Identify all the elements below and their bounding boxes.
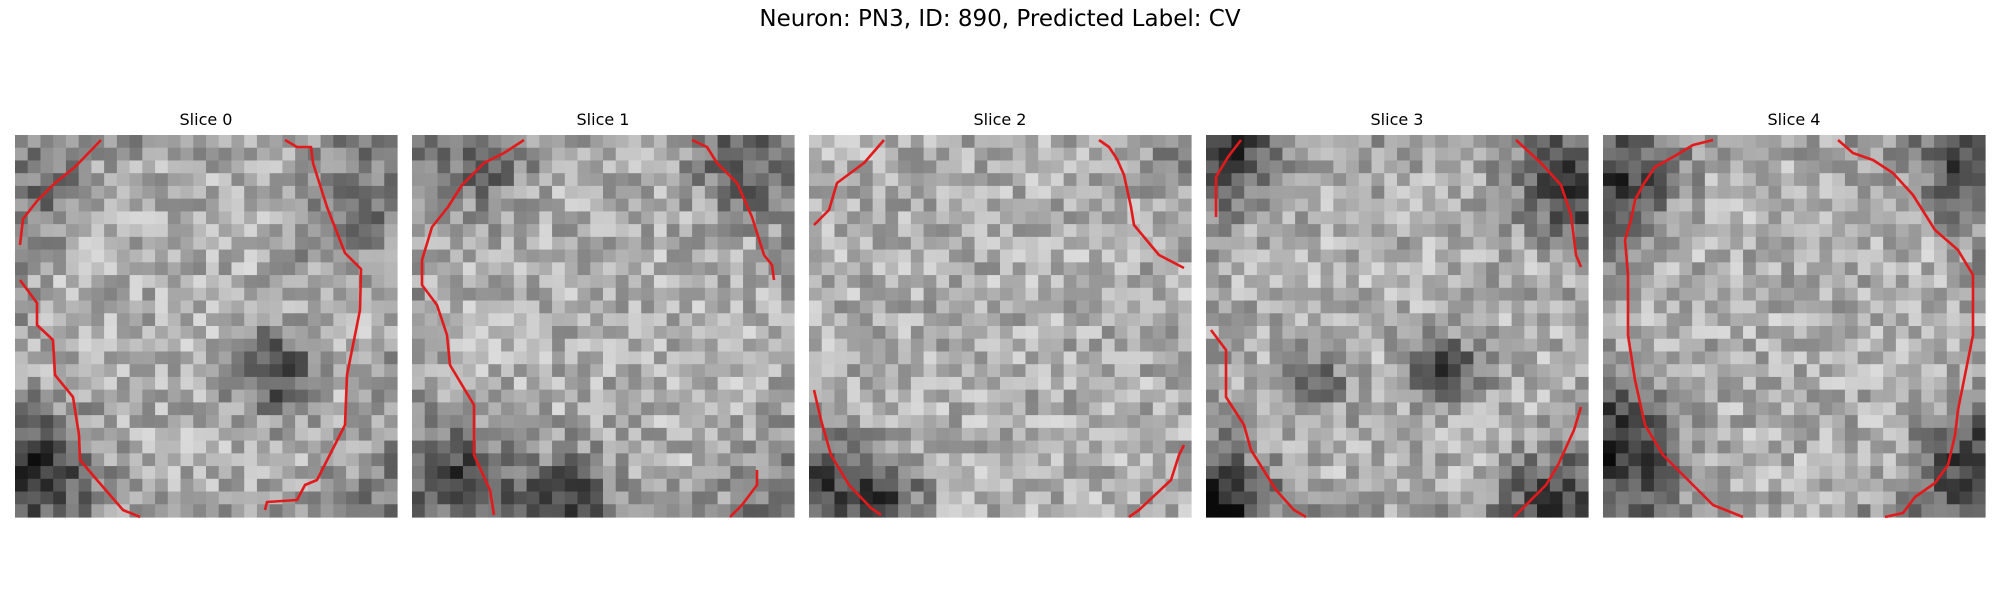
slice-3-contour-0 — [1214, 139, 1243, 217]
figure-title: Neuron: PN3, ID: 890, Predicted Label: C… — [759, 6, 1241, 32]
slice-3-contour-2 — [1209, 329, 1307, 519]
slice-3-contour-1 — [1515, 139, 1583, 268]
slice-0-title: Slice 0 — [179, 110, 233, 129]
slice-4-contour-0 — [1623, 138, 1744, 519]
slice-0-contour-2 — [263, 138, 363, 511]
slice-3-title: Slice 3 — [1370, 110, 1424, 129]
slice-2-contour-2 — [812, 389, 882, 517]
slice-4-contour-1 — [1837, 139, 1975, 519]
slice-2-title: Slice 2 — [973, 110, 1027, 129]
slice-1-image — [412, 135, 795, 518]
slice-1-title: Slice 1 — [576, 110, 630, 129]
slice-0-image — [15, 135, 398, 519]
slice-1-contour-1 — [691, 138, 776, 281]
slice-2-image — [809, 135, 1192, 519]
slice-1-contour-0 — [420, 138, 525, 516]
slice-2-contour-3 — [1128, 444, 1186, 519]
slice-3-image — [1206, 135, 1589, 519]
slice-2-contour-1 — [1098, 138, 1185, 270]
slice-1-contour-2 — [729, 470, 759, 518]
slice-4-title: Slice 4 — [1767, 110, 1821, 129]
slice-3-contour-3 — [1513, 406, 1583, 518]
slice-0-contour-1 — [18, 279, 141, 519]
slice-2-contour-0 — [813, 139, 885, 226]
slice-4-image — [1603, 135, 1986, 519]
slice-0-contour-0 — [18, 139, 102, 246]
